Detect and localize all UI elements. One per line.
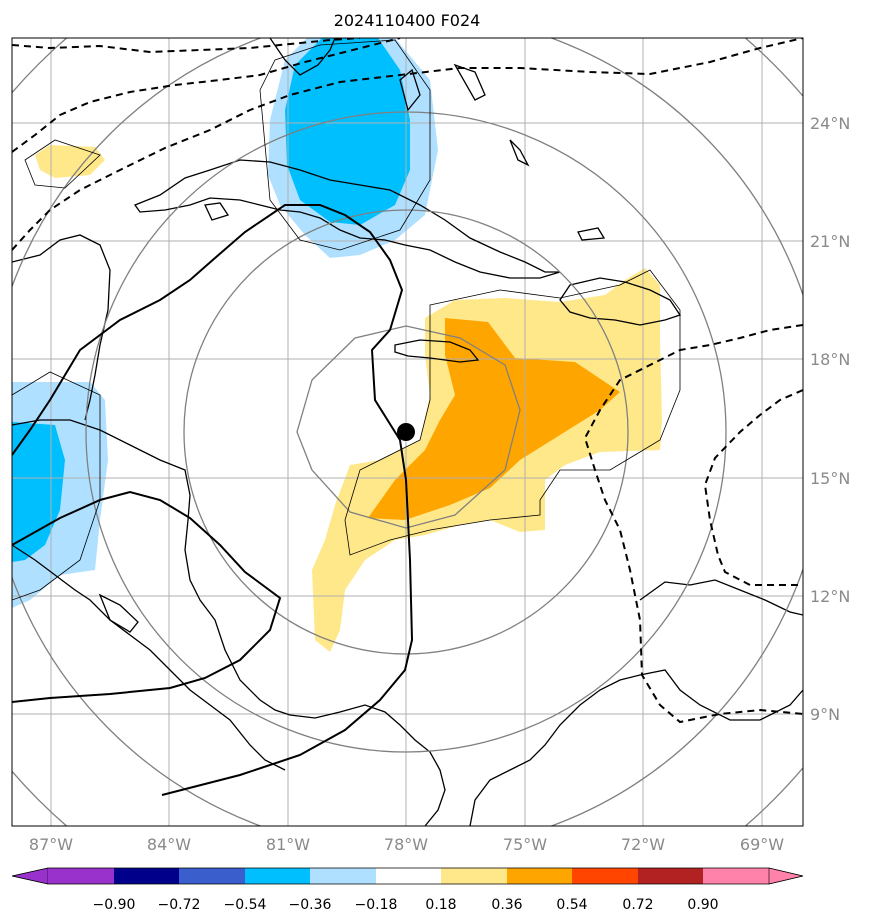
colorbar-segment [114, 868, 179, 884]
lon-tick-label: 72°W [621, 835, 665, 854]
solid-contour-2 [12, 490, 282, 703]
hispaniola-coast [559, 277, 682, 326]
blue-region-north [285, 38, 410, 225]
bahamas-island-3 [509, 139, 530, 167]
small-yellow-region [35, 145, 105, 178]
colorbar-tick-label: 0.54 [556, 897, 587, 913]
colorbar-tick-label: −0.72 [158, 897, 201, 913]
lat-tick-label: 15°N [810, 469, 850, 488]
colorbar-segment [376, 868, 441, 884]
map-frame [11, 37, 804, 827]
yucatan-coast [12, 234, 111, 421]
colorbar-tick-label: −0.36 [289, 897, 332, 913]
lat-tick-label: 24°N [810, 114, 850, 133]
blue-region-west [12, 422, 65, 562]
solid-contours [12, 204, 414, 796]
dashed-contour-5 [703, 389, 803, 586]
colorbar-outline [11, 867, 804, 885]
orange-region [368, 318, 620, 520]
colorbar-tick-label: 0.90 [687, 897, 718, 913]
cuba-coast [133, 159, 561, 279]
dashed-contour-1 [12, 38, 361, 54]
colorbar: −0.90 −0.72 −0.54 −0.36 −0.18 0.18 0.36 … [11, 867, 804, 913]
colorbar-segment [768, 867, 804, 885]
thin-contours [12, 39, 681, 601]
puerto-rico-coast [577, 227, 606, 241]
bahamas-island-1 [399, 68, 421, 112]
lat-tick-label: 18°N [810, 350, 850, 369]
colorbar-segment [48, 868, 114, 884]
lon-tick-label: 87°W [29, 835, 73, 854]
florida-coast [269, 38, 336, 76]
lon-tick-label: 69°W [740, 835, 784, 854]
colorbar-segment [245, 868, 310, 884]
colorbar-segment [11, 867, 49, 885]
lon-tick-label: 81°W [266, 835, 310, 854]
coastlines [12, 38, 803, 826]
lake-nicaragua [98, 593, 139, 633]
colorbar-segment [638, 868, 703, 884]
central-america-coast [12, 419, 446, 826]
colorbar-tick-label: −0.90 [93, 897, 136, 913]
colorbar-segment [507, 868, 572, 884]
colorbar-segment [703, 868, 769, 884]
solid-contour-main [12, 204, 414, 796]
colorbar-segment [441, 868, 507, 884]
negative-anomaly-field [12, 38, 438, 608]
isle-of-youth [204, 202, 230, 221]
range-ring-2 [183, 209, 629, 655]
lat-tick-labels: 9°N 12°N 15°N 18°N 21°N 24°N [810, 114, 850, 724]
thin-contour-1 [24, 139, 101, 189]
colorbar-tick-label: −0.54 [224, 897, 267, 913]
colombia-coast [469, 669, 803, 826]
lat-tick-label: 21°N [810, 232, 850, 251]
range-ring-3 [85, 111, 727, 753]
pacific-coast [12, 544, 286, 771]
figure-title: 2024110400 F024 [334, 11, 481, 30]
colorbar-tick-label: −0.18 [355, 897, 398, 913]
lon-tick-label: 84°W [147, 835, 191, 854]
lon-tick-labels: 87°W 84°W 81°W 78°W 75°W 72°W 69°W [29, 835, 784, 854]
colorbar-tick-label: 0.18 [425, 897, 456, 913]
colorbar-segment [572, 868, 638, 884]
storm-center-marker [397, 423, 415, 441]
dashed-contours [12, 38, 803, 724]
lat-tick-label: 12°N [810, 587, 850, 606]
dashed-contour-4 [583, 324, 803, 724]
positive-anomaly-field [35, 145, 662, 652]
colorbar-tick-label: 0.72 [622, 897, 653, 913]
lon-tick-label: 75°W [503, 835, 547, 854]
lon-tick-label: 78°W [384, 835, 428, 854]
range-ring-inner [296, 325, 521, 529]
dashed-contour-3 [12, 38, 803, 251]
jamaica-coast [394, 339, 480, 363]
colorbar-tick-label: 0.36 [491, 897, 522, 913]
dashed-contour-2 [12, 38, 401, 153]
lat-tick-label: 9°N [810, 705, 840, 724]
bahamas-island-2 [453, 63, 486, 101]
colorbar-segment [310, 868, 376, 884]
thin-contour-4 [259, 39, 431, 251]
colorbar-segment [179, 868, 245, 884]
thin-contour-2 [344, 269, 681, 556]
